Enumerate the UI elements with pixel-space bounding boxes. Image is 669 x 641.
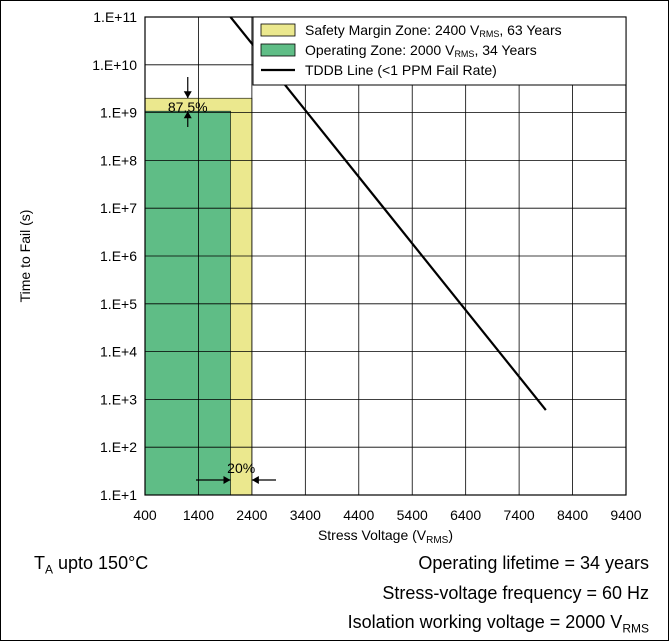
- x-tick-label: 5400: [397, 507, 428, 523]
- y-tick-label: 1.E+6: [100, 248, 137, 264]
- operating-zone: [144, 110, 231, 496]
- y-tick-label: 1.E+10: [92, 57, 137, 73]
- temperature-note: TA upto 150°C: [34, 553, 149, 577]
- legend-entry-sub: RMS: [454, 49, 474, 59]
- legend-entry-label: Operating Zone: 2000 VRMS, 34 Years: [305, 42, 537, 59]
- vertical-arrow-up-head: [183, 111, 192, 119]
- legend-swatch: [260, 23, 296, 37]
- x-tick-label: 7400: [504, 507, 535, 523]
- x-tick-label: 2400: [236, 507, 267, 523]
- x-tick-label: 8400: [557, 507, 588, 523]
- horizontal-arrow-left-head: [251, 476, 259, 484]
- y-tick-label: 1.E+2: [100, 439, 137, 455]
- y-tick-label: 1.E+4: [100, 344, 137, 360]
- y-tick-label: 1.E+3: [100, 391, 137, 407]
- x-axis-title-suffix: ): [448, 527, 453, 543]
- y-tick-label: 1.E+9: [100, 105, 137, 121]
- x-tick-label: 3400: [290, 507, 321, 523]
- y-tick-label: 1.E+1: [100, 487, 137, 503]
- horizontal-margin-label: 20%: [227, 460, 255, 476]
- x-tick-label: 4400: [343, 507, 374, 523]
- vertical-margin-label: 87.5%: [168, 99, 208, 115]
- x-axis-title: Stress Voltage (VRMS): [318, 527, 453, 546]
- y-tick-label: 1.E+8: [100, 152, 137, 168]
- legend-entry-label: Safety Margin Zone: 2400 VRMS, 63 Years: [305, 22, 562, 39]
- frequency-note: Stress-voltage frequency = 60 Hz: [382, 583, 649, 603]
- legend-entry-suffix: , 34 Years: [474, 42, 536, 58]
- x-tick-label: 1400: [183, 507, 214, 523]
- x-tick-label: 6400: [450, 507, 481, 523]
- x-tick-label: 400: [133, 507, 157, 523]
- legend-entry-label: TDDB Line (<1 PPM Fail Rate): [305, 62, 497, 78]
- y-axis-title: Time to Fail (s): [17, 210, 33, 303]
- horizontal-arrow-right-head: [223, 476, 231, 484]
- legend-entry-sub: RMS: [479, 29, 499, 39]
- vertical-arrow-down-head: [183, 91, 192, 99]
- y-tick-label: 1.E+5: [100, 296, 137, 312]
- x-axis-title-sub: RMS: [426, 535, 449, 546]
- x-tick-label: 9400: [610, 507, 641, 523]
- legend-swatch: [260, 43, 296, 57]
- y-tick-label: 1.E+11: [93, 9, 137, 25]
- legend-entry-suffix: , 63 Years: [499, 22, 561, 38]
- y-tick-label: 1.E+7: [100, 200, 137, 216]
- isolation-voltage-note: Isolation working voltage = 2000 VRMS: [347, 612, 649, 636]
- legend-box: [252, 16, 627, 86]
- lifetime-note: Operating lifetime = 34 years: [418, 553, 649, 573]
